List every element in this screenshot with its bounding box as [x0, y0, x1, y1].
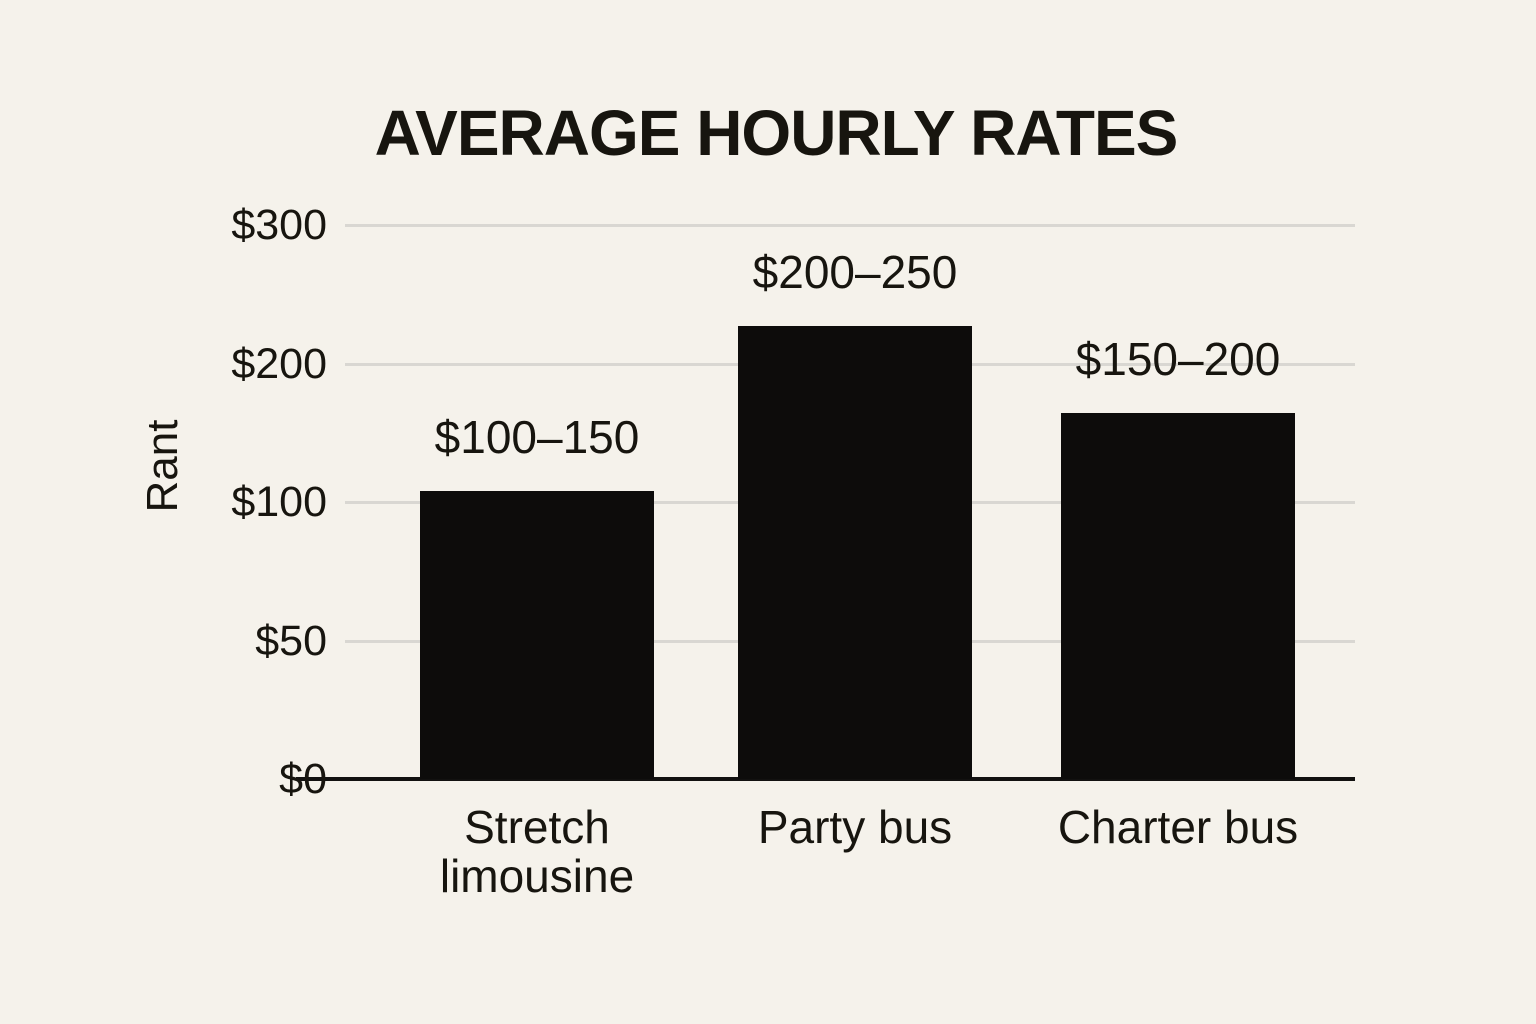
category-label-charter-bus: Charter bus — [1057, 801, 1299, 853]
chart-title: AVERAGE HOURLY RATES — [374, 97, 1179, 169]
category-label-party-bus: Party bus — [757, 801, 953, 853]
bar-stretch-limousine — [420, 490, 654, 779]
category-label-stretch-limousine: Stretch limousine — [439, 801, 635, 902]
value-label-stretch-limousine: $100–150 — [434, 410, 640, 463]
y-tick-label: $50 — [255, 616, 327, 665]
bar-party-bus — [738, 326, 972, 779]
bar-charter-bus — [1061, 413, 1295, 779]
y-tick-label: $100 — [231, 478, 327, 526]
y-tick-label: $200 — [231, 339, 327, 388]
gridline-300 — [345, 224, 1355, 227]
value-label-charter-bus: $150–200 — [1075, 333, 1281, 386]
y-tick-label: $0 — [279, 755, 327, 803]
y-tick-label: $300 — [231, 201, 327, 249]
x-axis-line — [296, 777, 1355, 781]
value-label-party-bus: $200–250 — [752, 246, 958, 299]
y-axis-title: Rant — [138, 419, 187, 513]
